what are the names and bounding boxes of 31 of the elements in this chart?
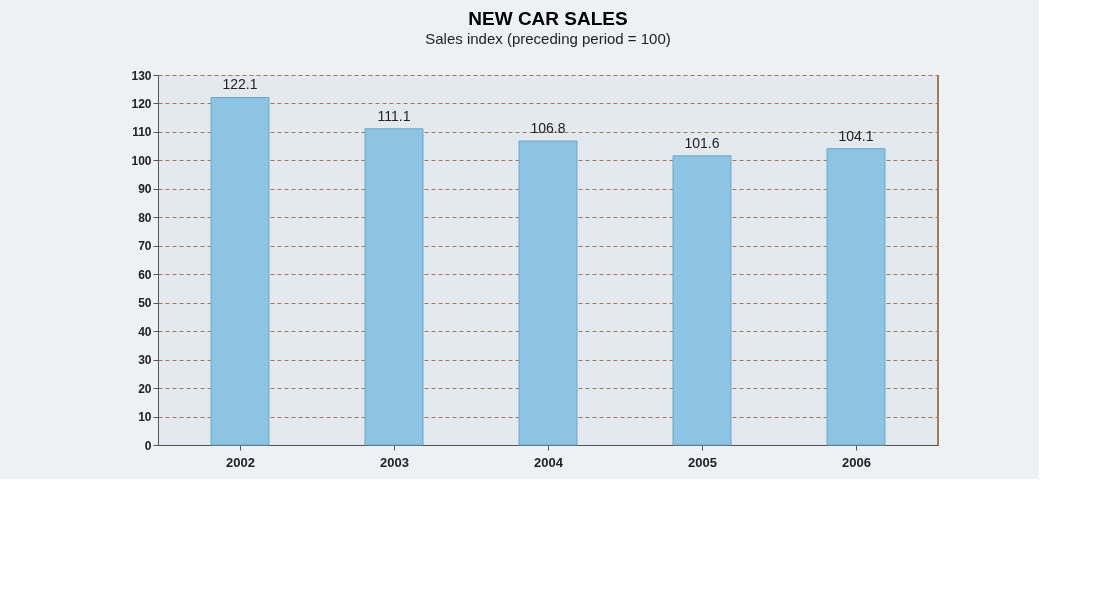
y-tick-label: 100 (131, 153, 152, 168)
x-tick-label: 2005 (688, 454, 717, 470)
x-tick-label: 2003 (380, 454, 409, 470)
y-tick-label: 30 (138, 353, 152, 368)
y-tick-label: 0 (144, 438, 152, 453)
y-tick-label: 110 (132, 125, 152, 140)
bar (364, 128, 424, 446)
y-tick-label: 50 (138, 296, 152, 311)
chart-subtitle: Sales index (preceding period = 100) (425, 30, 671, 47)
bar (518, 140, 578, 446)
y-tick-label: 60 (138, 267, 152, 282)
chart-title: NEW CAR SALES (468, 8, 628, 29)
data-label: 101.6 (684, 134, 720, 151)
y-tick-label: 120 (131, 96, 152, 111)
data-label: 106.8 (530, 120, 566, 137)
x-tick-label: 2006 (842, 454, 871, 470)
x-tick-label: 2004 (534, 454, 564, 470)
y-tick-label: 130 (131, 68, 152, 83)
data-label: 122.1 (222, 76, 258, 93)
y-tick-label: 90 (138, 182, 152, 197)
y-tick-label: 40 (138, 324, 152, 339)
bar (826, 148, 886, 446)
bar (672, 155, 732, 446)
data-label: 104.1 (838, 127, 874, 144)
x-tick-label: 2002 (226, 454, 255, 470)
data-label: 111.1 (377, 107, 411, 124)
y-tick-label: 70 (138, 239, 152, 254)
y-tick-label: 10 (138, 410, 152, 425)
y-tick-label: 80 (138, 210, 152, 225)
y-tick-label: 20 (138, 381, 152, 396)
bar (210, 96, 270, 446)
